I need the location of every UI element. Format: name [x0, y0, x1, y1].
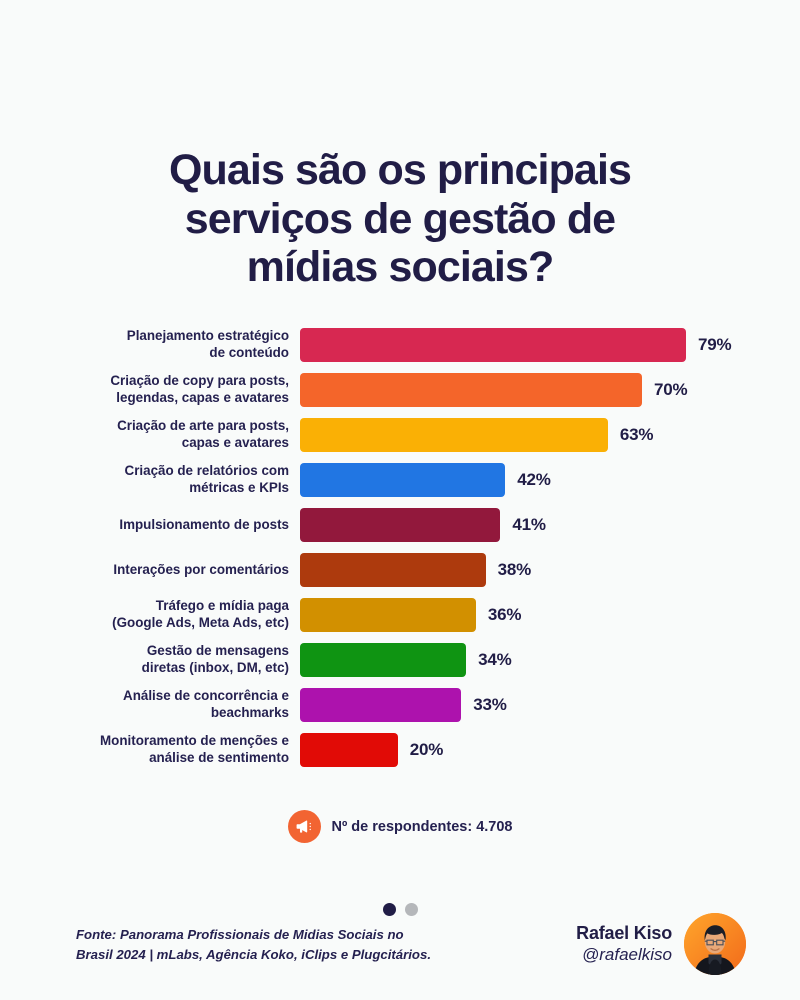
- bar-label: Criação de copy para posts, legendas, ca…: [110, 373, 289, 405]
- bar-value: 63%: [619, 425, 654, 444]
- megaphone-icon: [287, 810, 321, 843]
- source-line-1: Fonte: Panorama Profissionais de Midias …: [76, 927, 404, 942]
- bar-area: 38%: [300, 551, 800, 589]
- bar-label: Impulsionamento de posts: [119, 516, 289, 532]
- bar-value: 41%: [512, 515, 546, 534]
- bar: [300, 328, 686, 362]
- source-line-2: Brasil 2024 | mLabs, Agência Koko, iClip…: [76, 947, 431, 963]
- bar-value: 42%: [517, 470, 551, 489]
- pagination-dot-2[interactable]: [404, 903, 418, 916]
- bar-label: Criação de arte para posts, capas e avat…: [117, 418, 289, 450]
- page-title: Quais são os principais serviços de gest…: [60, 146, 740, 292]
- title-line-1: Quais são os principais: [168, 146, 632, 194]
- bar: [300, 733, 398, 767]
- title-line-2: serviços de gestão de: [184, 194, 616, 243]
- bar-chart: Planejamento estratégico de conteúdo 79% C…: [0, 326, 800, 776]
- avatar: [684, 913, 746, 975]
- author-handle: @rafaelkiso: [581, 944, 672, 964]
- bar-value: 33%: [473, 695, 507, 714]
- bar-label: Criação de relatórios com métricas e KPI…: [124, 463, 289, 495]
- bar-area: 70%: [300, 371, 800, 409]
- chart-row: Criação de relatórios com métricas e KPI…: [0, 461, 800, 499]
- bar: [300, 688, 462, 722]
- chart-row: Criação de copy para posts, legendas, ca…: [0, 371, 800, 409]
- bar: [300, 553, 486, 587]
- source-credit: Fonte: Panorama Profissionais de Midias …: [76, 925, 476, 966]
- bar: [300, 508, 501, 542]
- bar-value: 70%: [654, 380, 688, 399]
- bar-area: 42%: [300, 461, 800, 499]
- bar-area: 36%: [300, 596, 800, 634]
- bar-value: 36%: [487, 605, 522, 624]
- bar-area: 20%: [300, 731, 800, 769]
- chart-row: Gestão de mensagens diretas (inbox, DM, …: [0, 641, 800, 679]
- respondents-note: Nº de respondentes: 4.708: [0, 810, 800, 843]
- chart-row: Análise de concorrência e beachmarks 33%: [0, 686, 800, 724]
- bar-area: 41%: [300, 506, 800, 544]
- bar-label: Interações por comentários: [113, 561, 289, 577]
- bar-area: 34%: [300, 641, 800, 679]
- bar: [300, 373, 643, 407]
- bar: [300, 418, 608, 452]
- bar: [300, 463, 506, 497]
- title-line-3: mídias sociais?: [246, 243, 555, 292]
- chart-row: Impulsionamento de posts 41%: [0, 506, 800, 544]
- chart-row: Criação de arte para posts, capas e avat…: [0, 416, 800, 454]
- chart-row: Planejamento estratégico de conteúdo 79%: [0, 326, 800, 364]
- chart-row: Interações por comentários 38%: [0, 551, 800, 589]
- bar-label: Tráfego e mídia paga (Google Ads, Meta A…: [112, 598, 289, 630]
- bar-area: 79%: [300, 326, 800, 364]
- author-name: Rafael Kiso: [576, 923, 672, 944]
- pagination-dots[interactable]: [0, 903, 800, 916]
- pagination-dot-1[interactable]: [382, 903, 396, 916]
- bar: [300, 598, 476, 632]
- bar-label: Monitoramento de menções e análise de se…: [100, 733, 289, 765]
- bar-label: Gestão de mensagens diretas (inbox, DM, …: [141, 643, 289, 675]
- bar-value: 38%: [497, 560, 532, 579]
- bar-area: 63%: [300, 416, 800, 454]
- bar-label: Planejamento estratégico de conteúdo: [126, 328, 289, 360]
- author-block: Rafael Kiso @rafaelkiso: [576, 913, 746, 975]
- chart-row: Monitoramento de menções e análise de se…: [0, 731, 800, 769]
- respondents-text: Nº de respondentes: 4.708: [332, 819, 513, 835]
- chart-row: Tráfego e mídia paga (Google Ads, Meta A…: [0, 596, 800, 634]
- respondents-value: 4.708: [476, 818, 513, 835]
- bar-label: Análise de concorrência e beachmarks: [123, 688, 289, 720]
- bar-value: 34%: [478, 650, 512, 669]
- respondents-label: Nº de respondentes:: [331, 818, 477, 835]
- bar-area: 33%: [300, 686, 800, 724]
- bar-value: 20%: [409, 740, 444, 759]
- author-text: Rafael Kiso @rafaelkiso: [576, 923, 672, 964]
- bar-value: 79%: [698, 335, 732, 354]
- bar: [300, 643, 467, 677]
